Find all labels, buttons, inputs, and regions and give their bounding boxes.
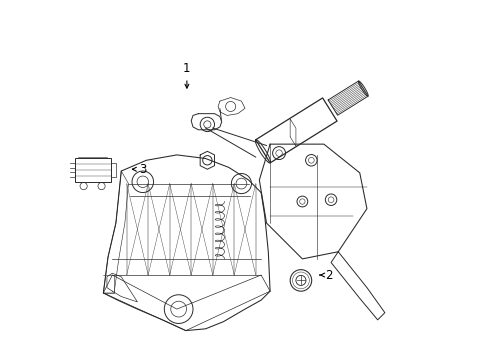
Bar [74, 158, 111, 182]
Text: 2: 2 [320, 269, 333, 282]
Text: 3: 3 [132, 163, 147, 176]
Text: 1: 1 [183, 62, 191, 88]
